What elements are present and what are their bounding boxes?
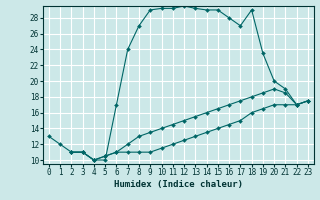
X-axis label: Humidex (Indice chaleur): Humidex (Indice chaleur) bbox=[114, 180, 243, 189]
